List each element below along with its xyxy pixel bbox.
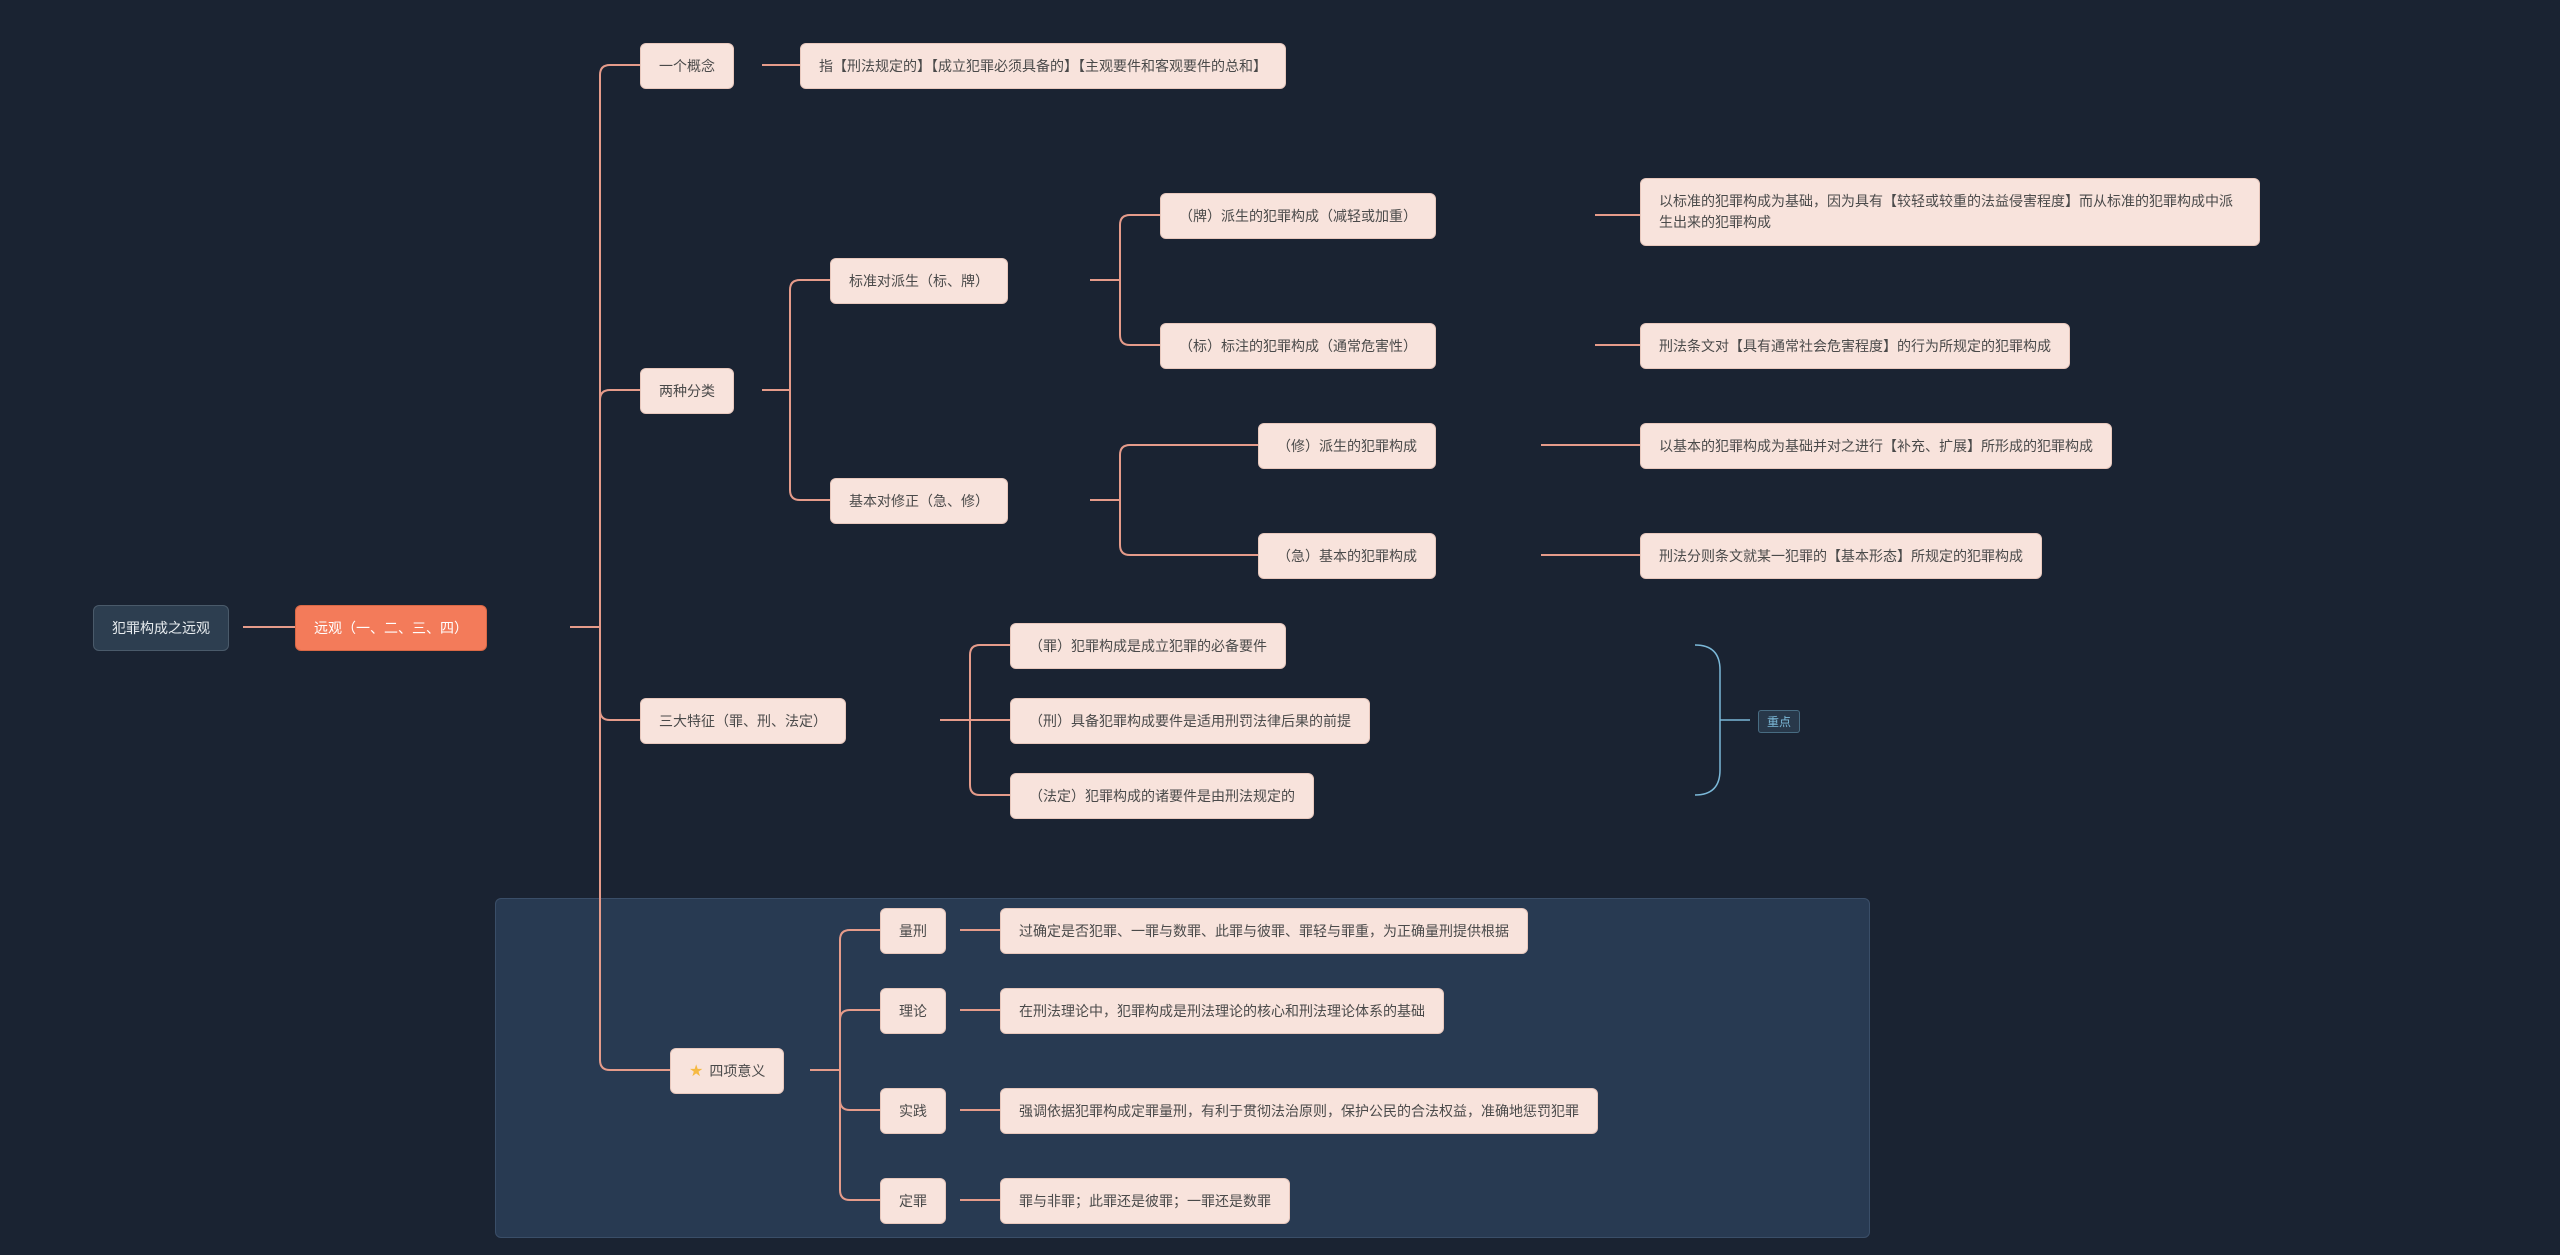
ji-detail-node[interactable]: 刑法分则条文就某一犯罪的【基本形态】所规定的犯罪构成 [1640,533,2042,579]
pai-detail-label: 以标准的犯罪构成为基础，因为具有【较轻或较重的法益侵害程度】而从标准的犯罪构成中… [1659,191,2241,233]
concept-node[interactable]: 一个概念 [640,43,734,89]
shijian-detail-node[interactable]: 强调依据犯罪构成定罪量刑，有利于贯彻法治原则，保护公民的合法权益，准确地惩罚犯罪 [1000,1088,1598,1134]
zui-node[interactable]: （罪）犯罪构成是成立犯罪的必备要件 [1010,623,1286,669]
main-node[interactable]: 远观（一、二、三、四） [295,605,487,651]
liangxing-label: 量刑 [899,921,927,941]
concept-def-label: 指【刑法规定的】【成立犯罪必须具备的】【主观要件和客观要件的总和】 [819,56,1267,76]
xiu-label: （修）派生的犯罪构成 [1277,436,1417,456]
concept-label: 一个概念 [659,56,715,76]
lilun-detail-label: 在刑法理论中，犯罪构成是刑法理论的核心和刑法理论体系的基础 [1019,1001,1425,1021]
emphasis-tag-label: 重点 [1767,715,1791,729]
fading-label: （法定）犯罪构成的诸要件是由刑法规定的 [1029,786,1295,806]
pai-detail-node[interactable]: 以标准的犯罪构成为基础，因为具有【较轻或较重的法益侵害程度】而从标准的犯罪构成中… [1640,178,2260,246]
concept-def-node[interactable]: 指【刑法规定的】【成立犯罪必须具备的】【主观要件和客观要件的总和】 [800,43,1286,89]
four-meanings-label: 四项意义 [709,1061,765,1081]
main-label: 远观（一、二、三、四） [314,618,468,638]
liangxing-detail-label: 过确定是否犯罪、一罪与数罪、此罪与彼罪、罪轻与罪重，为正确量刑提供根据 [1019,921,1509,941]
three-features-node[interactable]: 三大特征（罪、刑、法定） [640,698,846,744]
fading-node[interactable]: （法定）犯罪构成的诸要件是由刑法规定的 [1010,773,1314,819]
three-features-label: 三大特征（罪、刑、法定） [659,711,827,731]
lilun-node[interactable]: 理论 [880,988,946,1034]
biao-label: （标）标注的犯罪构成（通常危害性） [1179,336,1417,356]
dingzui-node[interactable]: 定罪 [880,1178,946,1224]
two-types-node[interactable]: 两种分类 [640,368,734,414]
shijian-detail-label: 强调依据犯罪构成定罪量刑，有利于贯彻法治原则，保护公民的合法权益，准确地惩罚犯罪 [1019,1101,1579,1121]
xing-node[interactable]: （刑）具备犯罪构成要件是适用刑罚法律后果的前提 [1010,698,1370,744]
xing-label: （刑）具备犯罪构成要件是适用刑罚法律后果的前提 [1029,711,1351,731]
emphasis-tag: 重点 [1758,710,1800,733]
biao-node[interactable]: （标）标注的犯罪构成（通常危害性） [1160,323,1436,369]
xiu-detail-label: 以基本的犯罪构成为基础并对之进行【补充、扩展】所形成的犯罪构成 [1659,436,2093,456]
standard-derived-label: 标准对派生（标、牌） [849,271,989,291]
dingzui-label: 定罪 [899,1191,927,1211]
basic-modified-node[interactable]: 基本对修正（急、修） [830,478,1008,524]
xiu-node[interactable]: （修）派生的犯罪构成 [1258,423,1436,469]
four-meanings-node[interactable]: ★ 四项意义 [670,1048,784,1094]
pai-label: （牌）派生的犯罪构成（减轻或加重） [1179,206,1417,226]
lilun-label: 理论 [899,1001,927,1021]
standard-derived-node[interactable]: 标准对派生（标、牌） [830,258,1008,304]
liangxing-detail-node[interactable]: 过确定是否犯罪、一罪与数罪、此罪与彼罪、罪轻与罪重，为正确量刑提供根据 [1000,908,1528,954]
zui-label: （罪）犯罪构成是成立犯罪的必备要件 [1029,636,1267,656]
ji-detail-label: 刑法分则条文就某一犯罪的【基本形态】所规定的犯罪构成 [1659,546,2023,566]
root-node[interactable]: 犯罪构成之远观 [93,605,229,651]
biao-detail-label: 刑法条文对【具有通常社会危害程度】的行为所规定的犯罪构成 [1659,336,2051,356]
dingzui-detail-node[interactable]: 罪与非罪；此罪还是彼罪；一罪还是数罪 [1000,1178,1290,1224]
ji-node[interactable]: （急）基本的犯罪构成 [1258,533,1436,579]
star-icon: ★ [689,1061,703,1081]
two-types-label: 两种分类 [659,381,715,401]
xiu-detail-node[interactable]: 以基本的犯罪构成为基础并对之进行【补充、扩展】所形成的犯罪构成 [1640,423,2112,469]
shijian-label: 实践 [899,1101,927,1121]
pai-node[interactable]: （牌）派生的犯罪构成（减轻或加重） [1160,193,1436,239]
ji-label: （急）基本的犯罪构成 [1277,546,1417,566]
lilun-detail-node[interactable]: 在刑法理论中，犯罪构成是刑法理论的核心和刑法理论体系的基础 [1000,988,1444,1034]
shijian-node[interactable]: 实践 [880,1088,946,1134]
basic-modified-label: 基本对修正（急、修） [849,491,989,511]
root-label: 犯罪构成之远观 [112,618,210,638]
biao-detail-node[interactable]: 刑法条文对【具有通常社会危害程度】的行为所规定的犯罪构成 [1640,323,2070,369]
liangxing-node[interactable]: 量刑 [880,908,946,954]
dingzui-detail-label: 罪与非罪；此罪还是彼罪；一罪还是数罪 [1019,1191,1271,1211]
